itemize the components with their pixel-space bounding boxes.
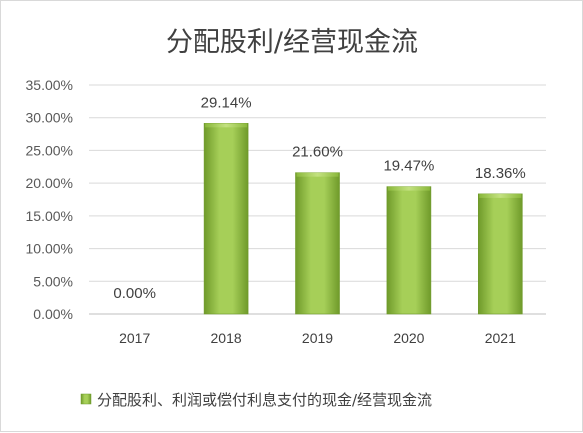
bar-cap	[296, 172, 339, 177]
x-tick-label: 2018	[211, 330, 242, 346]
data-label: 21.60%	[292, 144, 343, 161]
bars	[203, 123, 523, 315]
y-tick-label: 30.00%	[26, 110, 73, 126]
data-label: 18.36%	[475, 165, 526, 182]
y-tick-label: 15.00%	[26, 208, 73, 224]
data-label: 29.14%	[201, 94, 252, 111]
bar-cap	[479, 193, 522, 198]
legend-swatch	[80, 393, 92, 405]
y-tick-label: 35.00%	[26, 77, 73, 93]
chart-title: 分配股利/经营现金流	[166, 27, 418, 58]
legend: 分配股利、利润或偿付利息支付的现金/经营现金流	[80, 391, 432, 409]
x-tick-label: 2017	[119, 330, 150, 346]
y-tick-label: 5.00%	[33, 273, 73, 289]
y-tick-label: 25.00%	[26, 142, 73, 158]
y-tick-label: 0.00%	[33, 306, 73, 322]
y-axis: 0.00% 5.00% 10.00% 15.00% 20.00% 25.00% 30.00%…	[26, 77, 73, 322]
data-labels: 0.00% 29.14% 21.60% 19.47% 18.36%	[113, 94, 525, 302]
x-tick-label: 2020	[393, 330, 424, 346]
bar-cap	[205, 123, 248, 128]
x-axis: 2017 2018 2019 2020 2021	[119, 330, 516, 346]
legend-label: 分配股利、利润或偿付利息支付的现金/经营现金流	[97, 391, 432, 409]
bar	[203, 123, 249, 315]
x-tick-label: 2019	[302, 330, 333, 346]
bar-cap	[387, 186, 430, 191]
bar	[386, 186, 432, 315]
data-label: 19.47%	[383, 158, 434, 175]
x-tick-label: 2021	[485, 330, 516, 346]
bar	[477, 193, 523, 315]
y-tick-label: 10.00%	[26, 241, 73, 257]
y-tick-label: 20.00%	[26, 175, 73, 191]
bar	[295, 172, 340, 315]
data-label: 0.00%	[113, 285, 156, 302]
